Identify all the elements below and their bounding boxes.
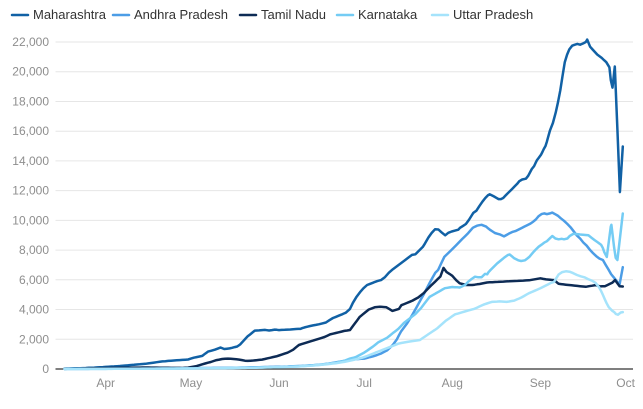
svg-text:Uttar Pradesh: Uttar Pradesh [453,7,533,22]
svg-text:22,000: 22,000 [12,35,49,49]
svg-text:Maharashtra: Maharashtra [33,7,107,22]
svg-text:14,000: 14,000 [12,154,49,168]
svg-text:Aug: Aug [442,376,463,390]
svg-text:0: 0 [42,362,49,376]
svg-text:2,000: 2,000 [19,332,49,346]
svg-text:Jul: Jul [357,376,372,390]
svg-text:Apr: Apr [96,376,115,390]
svg-text:May: May [180,376,203,390]
svg-text:4,000: 4,000 [19,303,49,317]
svg-text:Jun: Jun [269,376,288,390]
svg-text:8,000: 8,000 [19,243,49,257]
svg-text:Tamil Nadu: Tamil Nadu [261,7,326,22]
svg-text:20,000: 20,000 [12,65,49,79]
svg-text:Oct: Oct [616,376,635,390]
svg-text:6,000: 6,000 [19,273,49,287]
svg-text:10,000: 10,000 [12,213,49,227]
svg-text:Andhra Pradesh: Andhra Pradesh [134,7,228,22]
svg-text:Sep: Sep [530,376,552,390]
svg-text:12,000: 12,000 [12,184,49,198]
svg-text:16,000: 16,000 [12,124,49,138]
svg-text:Karnataka: Karnataka [358,7,418,22]
svg-text:18,000: 18,000 [12,95,49,109]
